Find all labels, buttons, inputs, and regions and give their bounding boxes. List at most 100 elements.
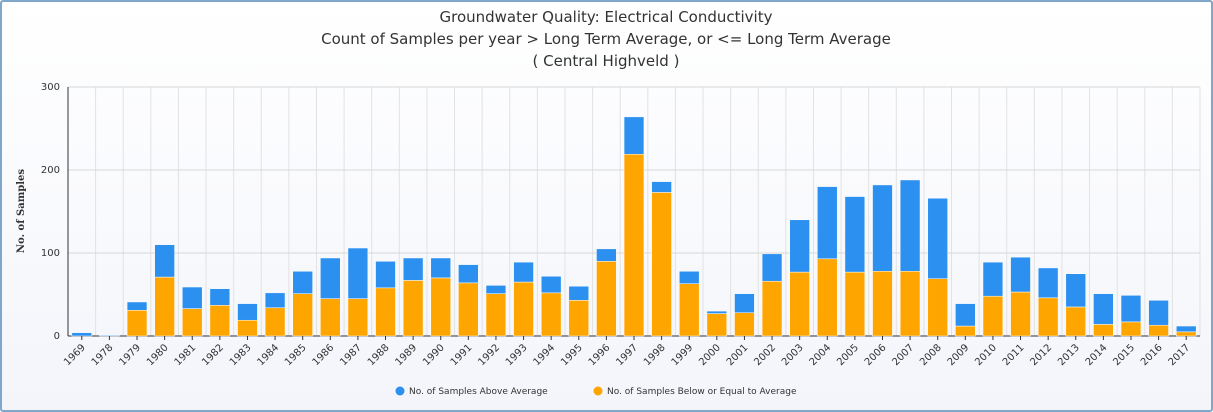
bar-segment bbox=[982, 295, 1004, 337]
bar-segment bbox=[513, 281, 534, 337]
bar-segment bbox=[899, 179, 921, 272]
x-tick-label: 2010 bbox=[973, 342, 999, 368]
bar-segment bbox=[99, 334, 120, 337]
y-tick-label: 100 bbox=[41, 248, 60, 259]
x-tick-label: 2014 bbox=[1084, 342, 1110, 368]
x-tick-label: 1989 bbox=[393, 342, 419, 368]
x-tick-label: 1981 bbox=[173, 342, 199, 368]
x-tick-label: 2006 bbox=[863, 342, 889, 368]
bar-segment bbox=[154, 244, 175, 278]
x-tick-label: 1985 bbox=[283, 342, 309, 368]
x-tick-label: 1982 bbox=[200, 342, 226, 368]
bar-segment bbox=[679, 283, 700, 337]
bar-segment bbox=[761, 253, 783, 282]
bar-segment bbox=[375, 261, 396, 289]
bar-segment bbox=[706, 313, 728, 337]
y-axis-label: No. of Samples bbox=[16, 169, 27, 253]
bar-segment bbox=[1120, 321, 1142, 337]
bar-segment bbox=[264, 307, 286, 337]
bar-segment bbox=[1148, 300, 1169, 326]
bar-segment bbox=[347, 247, 369, 299]
bar-segment bbox=[596, 261, 617, 337]
bar-segment bbox=[679, 271, 700, 284]
x-tick-label: 2002 bbox=[752, 342, 778, 368]
x-tick-label: 2012 bbox=[1028, 342, 1054, 368]
bar-segment bbox=[264, 292, 286, 309]
bar-segment bbox=[706, 310, 728, 314]
bar-segment bbox=[237, 319, 258, 337]
bar-segment bbox=[872, 271, 893, 337]
bar-segment bbox=[182, 286, 203, 309]
bar-segment bbox=[540, 292, 562, 337]
x-tick-label: 2004 bbox=[808, 342, 834, 368]
chart-title: Groundwater Quality: Electrical Conducti… bbox=[439, 8, 772, 26]
x-tick-label: 1983 bbox=[228, 342, 254, 368]
bar-segment bbox=[596, 248, 617, 262]
x-tick-label: 1991 bbox=[449, 342, 475, 368]
x-tick-label: 1994 bbox=[532, 342, 558, 368]
x-tick-label: 2005 bbox=[835, 342, 861, 368]
y-tick-label: 200 bbox=[41, 165, 60, 176]
bar-segment bbox=[1148, 324, 1169, 337]
bar-segment bbox=[292, 271, 313, 294]
bar-segment bbox=[734, 293, 755, 314]
bar-segment bbox=[927, 278, 948, 337]
bar-segment bbox=[1176, 325, 1197, 333]
bar-segment bbox=[1037, 297, 1059, 337]
bar-segment bbox=[126, 310, 148, 337]
x-tick-label: 1990 bbox=[421, 342, 447, 368]
x-tick-label: 2003 bbox=[780, 342, 806, 368]
bar-segment bbox=[237, 303, 258, 321]
x-tick-label: 1987 bbox=[338, 342, 364, 368]
bar-segment bbox=[651, 181, 672, 193]
x-tick-label: 1988 bbox=[366, 342, 392, 368]
bar-segment bbox=[568, 300, 589, 337]
bar-segment bbox=[568, 285, 589, 301]
bar-segment bbox=[899, 271, 921, 337]
bar-segment bbox=[761, 280, 783, 337]
bar-segment bbox=[485, 293, 507, 337]
x-tick-label: 1995 bbox=[559, 342, 585, 368]
bar-segment bbox=[1010, 256, 1031, 293]
x-tick-label: 1980 bbox=[145, 342, 171, 368]
bar-segment bbox=[844, 196, 866, 273]
bar-segment bbox=[458, 282, 479, 337]
x-tick-label: 1984 bbox=[255, 342, 281, 368]
x-tick-label: 2013 bbox=[1056, 342, 1082, 368]
x-tick-label: 1997 bbox=[614, 342, 640, 368]
x-tick-label: 1992 bbox=[476, 342, 502, 368]
bar-segment bbox=[320, 298, 341, 337]
bar-segment bbox=[402, 257, 424, 281]
bar-segment bbox=[1120, 295, 1142, 323]
bar-segment bbox=[485, 285, 507, 294]
bar-segment bbox=[982, 261, 1004, 297]
bar-segment bbox=[1010, 291, 1031, 337]
bar-segment bbox=[292, 293, 313, 337]
x-tick-label: 2017 bbox=[1167, 342, 1193, 368]
bar-segment bbox=[513, 261, 534, 283]
bar-segment bbox=[651, 192, 672, 337]
legend-marker bbox=[395, 386, 405, 396]
legend-marker bbox=[593, 386, 603, 396]
bar-segment bbox=[402, 280, 424, 337]
bar-segment bbox=[1093, 324, 1114, 337]
x-tick-label: 1986 bbox=[311, 342, 337, 368]
bar-segment bbox=[623, 153, 645, 337]
x-tick-label: 2000 bbox=[697, 342, 723, 368]
bar-segment bbox=[1037, 267, 1059, 299]
bar-segment bbox=[789, 219, 810, 273]
bar-segment bbox=[1093, 293, 1114, 325]
x-tick-label: 2016 bbox=[1139, 342, 1165, 368]
bar-segment bbox=[430, 257, 451, 279]
chart-subtitle: Count of Samples per year > Long Term Av… bbox=[321, 30, 891, 48]
bar-segment bbox=[375, 287, 396, 337]
x-tick-label: 2001 bbox=[725, 342, 751, 368]
bar-segment bbox=[430, 277, 451, 337]
bar-segment bbox=[209, 288, 231, 306]
bar-segment bbox=[955, 303, 976, 327]
bar-segment bbox=[1065, 273, 1086, 308]
x-tick-label: 1993 bbox=[504, 342, 530, 368]
bar-segment bbox=[320, 257, 341, 299]
